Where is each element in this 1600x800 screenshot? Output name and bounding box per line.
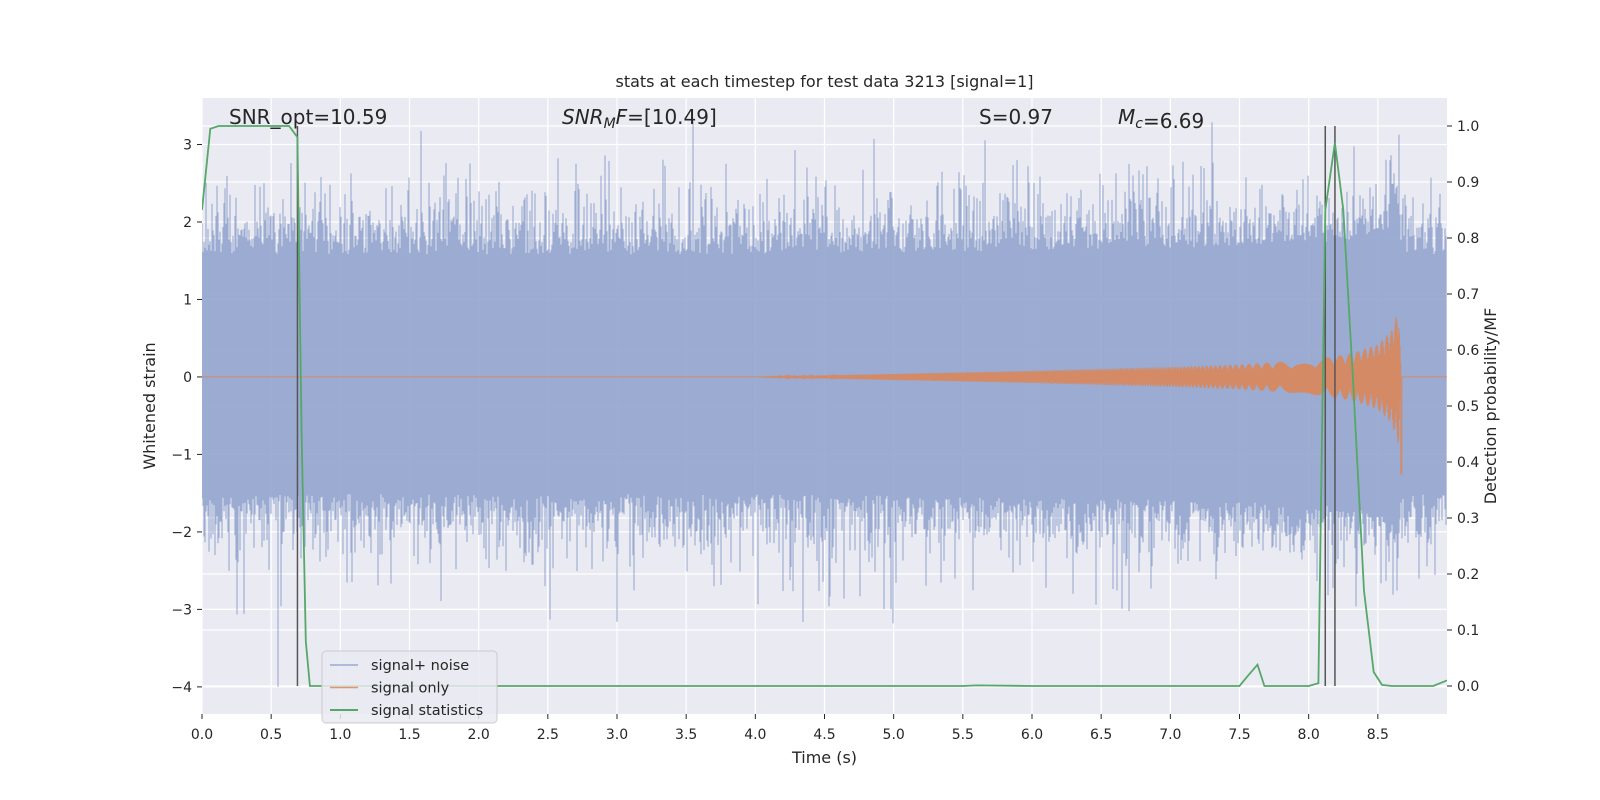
y2-tick-label: 0.4 (1457, 455, 1479, 471)
y2-tick-label: 0.5 (1457, 399, 1479, 415)
x-tick-label: 1.0 (329, 727, 351, 743)
signal-only-trace (202, 316, 1447, 475)
annotation-text: Mc=6.69 (1118, 105, 1204, 133)
y2-tick-label: 1.0 (1457, 119, 1479, 135)
signal-statistics-line (202, 125, 1447, 687)
annotation-text: SNRMF=[10.49] (562, 105, 717, 132)
y2-axis-label: Detection probability/MF (1481, 308, 1500, 505)
legend-label: signal statistics (371, 703, 483, 719)
y2-tick-label: 0.6 (1457, 343, 1479, 359)
x-tick-label: 6.5 (1090, 727, 1112, 743)
y-tick-label: 3 (183, 137, 192, 153)
x-tick-label: 0.5 (260, 727, 282, 743)
x-tick-label: 6.0 (1021, 727, 1043, 743)
y-axis-label: Whitened strain (140, 342, 159, 469)
axes: 0.0 0.5 1.0 1.5 2.0 2.5 3.0 3.5 4.0 4.5 5.0 5.5 6.0 6… (171, 119, 1479, 743)
annotation-text: SNR_opt=10.59 (229, 105, 387, 129)
y-tick-label: −2 (171, 525, 192, 541)
x-tick-label: 2.0 (468, 727, 490, 743)
signal-only-series (202, 316, 1447, 475)
y-tick-label: −1 (171, 447, 192, 463)
x-tick-label: 8.5 (1367, 727, 1389, 743)
y2-tick-label: 0.2 (1457, 567, 1479, 583)
x-tick-label: 4.5 (813, 727, 835, 743)
y2-tick-label: 0.7 (1457, 287, 1479, 303)
x-tick-label: 4.0 (744, 727, 766, 743)
x-tick-label: 7.0 (1159, 727, 1181, 743)
x-tick-label: 5.5 (952, 727, 974, 743)
legend-box (321, 650, 498, 724)
y2-tick-label: 0.8 (1457, 231, 1479, 247)
x-tick-label: 2.5 (537, 727, 559, 743)
x-tick-label: 3.5 (675, 727, 697, 743)
y-tick-label: 1 (183, 292, 192, 308)
x-tick-label: 8.0 (1298, 727, 1320, 743)
x-tick-label: 7.5 (1228, 727, 1250, 743)
legend-label: signal only (371, 681, 450, 697)
x-axis-label: Time (s) (791, 748, 857, 767)
legend-label: signal+ noise (371, 658, 469, 674)
y-tick-label: −4 (171, 680, 192, 696)
x-tick-label: 3.0 (606, 727, 628, 743)
y-tick-label: 0 (183, 370, 192, 386)
y2-tick-label: 0.1 (1457, 623, 1479, 639)
x-tick-label: 1.5 (398, 727, 420, 743)
chart-title: stats at each timestep for test data 321… (615, 72, 1033, 91)
y2-tick-label: 0.3 (1457, 511, 1479, 527)
x-tick-label: 0.0 (191, 727, 213, 743)
y-tick-label: −3 (171, 602, 192, 618)
y-tick-label: 2 (183, 215, 192, 231)
annotation-text: S=0.97 (979, 105, 1053, 129)
signal-statistics-series (202, 125, 1447, 687)
y2-tick-label: 0.0 (1457, 679, 1479, 695)
legend: signal+ noise signal only signal statistic… (321, 650, 498, 724)
x-tick-label: 5.0 (883, 727, 905, 743)
y2-tick-label: 0.9 (1457, 175, 1479, 191)
annotations: SNR_opt=10.59 SNRMF=[10.49] S=0.97 Mc=6.69 (229, 105, 1204, 133)
